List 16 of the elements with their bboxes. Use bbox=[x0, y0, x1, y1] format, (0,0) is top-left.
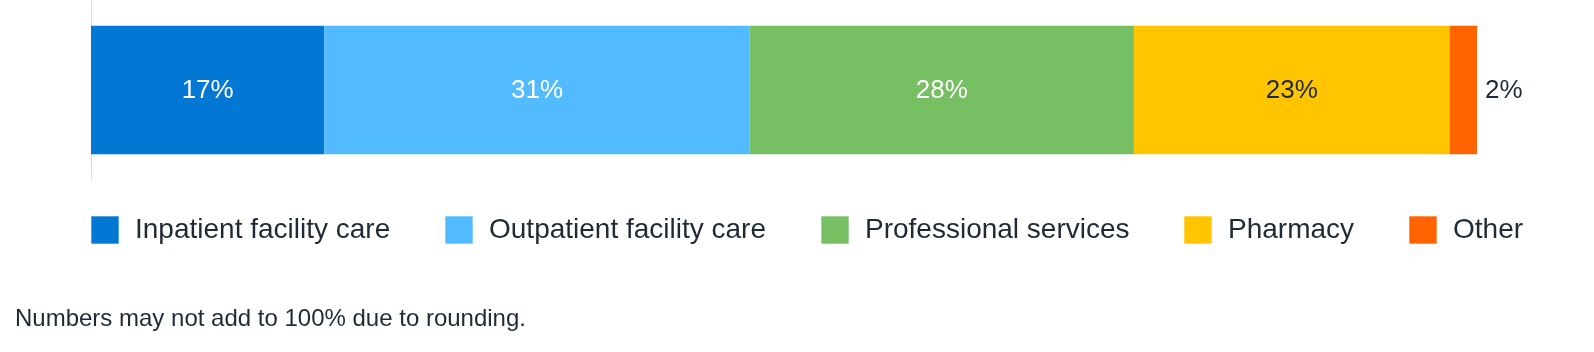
legend-label: Other bbox=[1453, 213, 1524, 244]
legend-label: Pharmacy bbox=[1228, 213, 1355, 244]
bar bbox=[91, 25, 325, 155]
bar bbox=[324, 25, 750, 155]
bar bbox=[1133, 25, 1450, 155]
data-label: 23% bbox=[1265, 74, 1318, 104]
data-label: 2% bbox=[1485, 74, 1523, 104]
data-label: 17% bbox=[181, 74, 234, 104]
legend-label: Professional services bbox=[865, 213, 1130, 244]
text: Numbers may not add to 100% due to rounding. bbox=[15, 304, 526, 332]
bar bbox=[749, 25, 1134, 155]
legend-label: Inpatient facility care bbox=[135, 213, 391, 244]
legend-label: Outpatient facility care bbox=[489, 213, 767, 244]
bar bbox=[1449, 25, 1477, 155]
data-label: 28% bbox=[915, 74, 968, 104]
data-label: 31% bbox=[510, 74, 564, 104]
